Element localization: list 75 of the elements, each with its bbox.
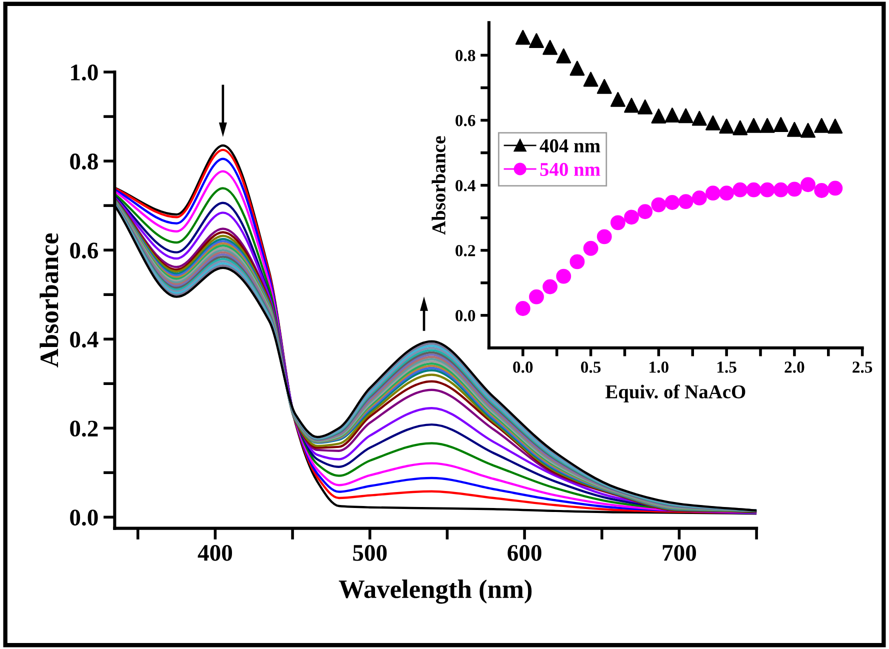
point [596, 78, 612, 94]
point [678, 108, 694, 124]
point [814, 183, 830, 198]
point [719, 118, 734, 134]
x-tick-label: 700 [662, 544, 696, 561]
y-tick-label: 0.2 [456, 245, 476, 256]
point [773, 117, 788, 132]
point [664, 195, 680, 210]
point [542, 40, 558, 55]
point [542, 279, 558, 294]
y-tick-label: 0.4 [70, 332, 98, 348]
point [732, 182, 748, 198]
x-tick-label: 600 [508, 544, 542, 561]
point [719, 186, 734, 201]
point [800, 177, 816, 192]
point [638, 204, 653, 220]
point [596, 229, 612, 244]
point [773, 182, 788, 198]
x-tick-label: 2.5 [852, 362, 872, 373]
y-tick-label: 0.2 [70, 420, 98, 437]
point [610, 92, 626, 107]
point [570, 60, 585, 76]
y-axis-title: Absorbance [432, 136, 446, 235]
point [515, 30, 530, 45]
point [746, 118, 762, 133]
point [583, 72, 598, 87]
x-tick-label: 2.0 [784, 362, 804, 373]
point [692, 190, 707, 206]
point [732, 120, 748, 136]
point [786, 122, 802, 137]
x-axis-title: Wavelength (nm) [338, 580, 532, 604]
y-tick-label: 0.8 [456, 50, 476, 62]
point [556, 268, 572, 284]
y-tick-label: 0.4 [456, 180, 476, 192]
point [624, 210, 639, 225]
point [706, 115, 720, 130]
point [678, 194, 694, 210]
point [610, 215, 626, 230]
point [624, 98, 639, 113]
point [692, 110, 707, 126]
point [651, 197, 666, 212]
point [529, 289, 544, 304]
x-tick-label: 0.0 [513, 362, 533, 373]
x-tick-label: 1.0 [650, 362, 668, 373]
point [515, 301, 530, 316]
x-tick-label: 500 [353, 544, 387, 561]
y-tick-label: 0.8 [70, 154, 98, 170]
point [529, 33, 544, 48]
point [638, 99, 653, 114]
point [651, 108, 666, 124]
point [556, 48, 572, 64]
y-tick-label: 0.0 [456, 310, 476, 322]
legend-label: 404 nm [540, 139, 600, 152]
point [746, 182, 762, 198]
point [760, 182, 775, 198]
point [760, 118, 775, 133]
point [828, 180, 843, 196]
point [814, 118, 830, 133]
point [786, 182, 802, 197]
x-axis-title: Equiv. of NaAcO [605, 384, 746, 402]
point [800, 122, 816, 138]
x-tick-label: 400 [198, 544, 232, 561]
point [706, 186, 720, 201]
y-tick-label: 0.6 [70, 242, 98, 259]
point [583, 240, 598, 256]
point [828, 118, 843, 134]
y-axis-title: Absorbance [40, 233, 58, 368]
point [570, 254, 585, 270]
y-tick-label: 0.6 [456, 114, 476, 126]
point [664, 108, 680, 123]
legend-label: 540 nm [540, 162, 600, 176]
x-tick-label: 0.5 [581, 362, 601, 373]
y-tick-label: 0.0 [70, 510, 98, 526]
y-tick-label: 1.0 [71, 64, 98, 81]
x-tick-label: 1.5 [717, 362, 736, 373]
